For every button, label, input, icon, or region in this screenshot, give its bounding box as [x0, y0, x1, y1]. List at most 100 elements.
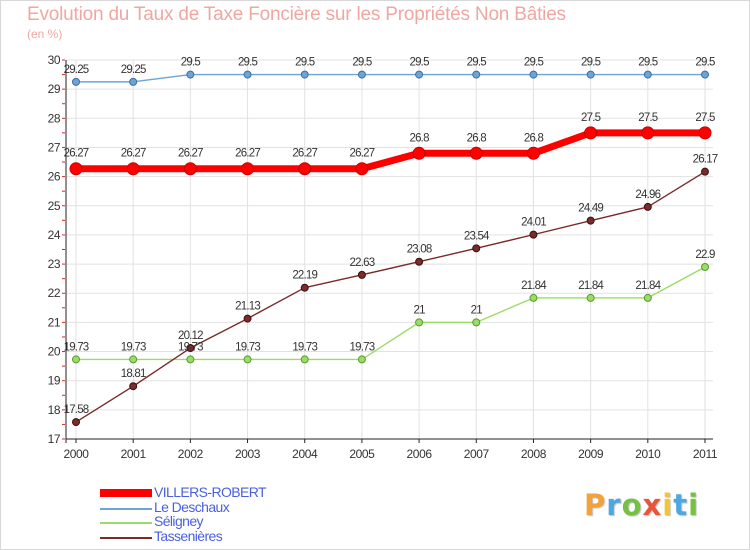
x-tick-label: 2000 — [63, 447, 89, 461]
data-label: 21.13 — [235, 301, 260, 313]
series-line-1 — [76, 73, 705, 83]
data-label: 27.5 — [581, 112, 601, 124]
data-point — [641, 126, 655, 140]
data-label: 26.27 — [292, 148, 317, 160]
x-tick-label: 2002 — [178, 447, 204, 461]
data-point — [472, 244, 481, 253]
data-label: 29.5 — [409, 57, 429, 69]
proxiti-logo-letter: P — [584, 488, 607, 522]
data-point — [643, 293, 652, 302]
proxiti-logo-letter: x — [642, 488, 663, 522]
data-label: 24.96 — [635, 189, 660, 201]
legend-label-seligney: Séligney — [154, 513, 204, 529]
proxiti-logo-letter: t — [673, 488, 689, 522]
data-label: 21.84 — [578, 280, 604, 292]
data-label: 22.9 — [695, 249, 715, 261]
proxiti-logo-letter: i — [688, 488, 700, 522]
data-label: 23.54 — [464, 230, 490, 242]
legend-swatch-tassenieres — [100, 537, 152, 539]
data-point — [643, 202, 652, 211]
proxiti-logo: Proxiti — [584, 488, 699, 522]
data-label: 26.27 — [121, 148, 146, 160]
data-label: 29.25 — [64, 64, 89, 76]
x-tick-label: 2008 — [521, 447, 547, 461]
y-tick-label: 25 — [48, 199, 61, 213]
data-point — [126, 162, 140, 176]
x-tick-label: 2009 — [578, 447, 604, 461]
data-point — [698, 126, 712, 140]
data-label: 19.73 — [350, 341, 375, 353]
data-point — [412, 146, 426, 160]
legend-swatch-villers-robert — [100, 489, 152, 497]
data-label: 26.8 — [524, 132, 544, 144]
data-label: 26.27 — [64, 148, 89, 160]
x-tick-label: 2007 — [464, 447, 490, 461]
y-tick-label: 22 — [48, 286, 61, 300]
data-label: 22.19 — [292, 270, 317, 282]
data-point — [69, 162, 83, 176]
data-point — [586, 216, 595, 225]
legend-label-le-deschaux: Le Deschaux — [154, 499, 230, 515]
data-point — [300, 355, 309, 364]
y-tick-label: 17 — [48, 432, 61, 446]
data-label: 22.63 — [350, 257, 375, 269]
x-tick-label: 2010 — [635, 447, 661, 461]
data-label: 29.5 — [352, 57, 372, 69]
data-point — [529, 230, 538, 239]
x-tick-label: 2005 — [349, 447, 375, 461]
data-point — [186, 70, 195, 79]
data-point — [469, 146, 483, 160]
data-label: 29.5 — [238, 57, 258, 69]
data-label: 21.84 — [521, 280, 547, 292]
legend-swatch-le-deschaux — [100, 508, 152, 510]
data-label: 26.27 — [235, 148, 260, 160]
y-tick-label: 19 — [48, 374, 61, 388]
data-label: 19.73 — [64, 341, 89, 353]
data-label: 29.5 — [181, 57, 201, 69]
data-point — [472, 70, 481, 79]
proxiti-logo-letter: r — [606, 488, 622, 522]
data-label: 18.81 — [121, 368, 146, 380]
data-label: 26.8 — [409, 132, 429, 144]
proxiti-logo-letter: o — [621, 488, 643, 522]
data-label: 21 — [471, 304, 483, 316]
data-point — [72, 355, 80, 364]
data-point — [300, 70, 309, 79]
data-point — [357, 70, 366, 79]
data-point — [183, 162, 197, 176]
data-label: 19.73 — [292, 341, 317, 353]
data-point — [529, 293, 538, 302]
data-label: 19.73 — [235, 341, 260, 353]
x-tick-label: 2003 — [235, 447, 261, 461]
chart-title: Evolution du Taux de Taxe Foncière sur l… — [27, 4, 566, 25]
data-label: 23.08 — [407, 244, 432, 256]
data-point — [129, 382, 138, 391]
data-point — [472, 318, 481, 327]
x-tick-label: 2001 — [121, 447, 147, 461]
data-point — [129, 77, 138, 86]
y-tick-label: 26 — [48, 170, 61, 184]
data-point — [526, 146, 540, 160]
y-tick-label: 27 — [48, 140, 61, 154]
y-tick-label: 18 — [48, 403, 61, 417]
data-point — [355, 162, 369, 176]
data-label: 20.12 — [178, 330, 203, 342]
data-label: 24.49 — [578, 203, 603, 215]
y-tick-label: 21 — [48, 315, 61, 329]
data-label: 24.01 — [521, 217, 546, 229]
data-point — [643, 70, 652, 79]
y-tick-label: 23 — [48, 257, 61, 271]
series-line-3 — [75, 171, 706, 423]
data-label: 27.5 — [695, 112, 715, 124]
data-label: 29.5 — [695, 57, 715, 69]
data-label: 26.8 — [467, 132, 487, 144]
data-point — [701, 262, 709, 271]
data-point — [529, 70, 538, 79]
data-label: 21.84 — [635, 280, 661, 292]
data-point — [300, 283, 309, 292]
x-tick-label: 2004 — [292, 447, 318, 461]
data-point — [72, 77, 80, 86]
data-point — [298, 162, 312, 176]
data-point — [701, 70, 709, 79]
